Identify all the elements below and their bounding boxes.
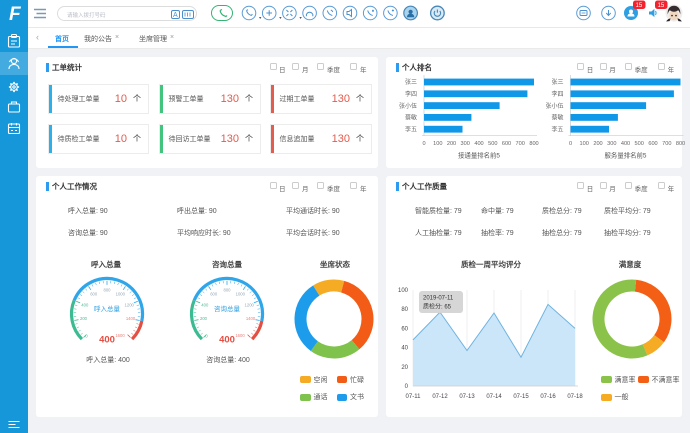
svg-text:500: 500 (488, 141, 497, 147)
svg-text:15: 15 (636, 3, 643, 9)
svg-text:1200: 1200 (125, 302, 135, 307)
svg-text:400: 400 (474, 141, 483, 147)
svg-text:李五: 李五 (405, 125, 417, 133)
svg-text:咨询总量: 咨询总量 (214, 304, 241, 313)
svg-text:张三: 张三 (405, 78, 417, 86)
svg-text:0: 0 (569, 141, 572, 147)
svg-text:F: F (9, 4, 22, 25)
svg-text:100: 100 (580, 141, 589, 147)
svg-text:蔡敏: 蔡敏 (405, 114, 417, 122)
svg-text:1400: 1400 (126, 316, 136, 321)
svg-text:呼入总量: 呼入总量 (94, 304, 121, 313)
svg-text:200: 200 (200, 316, 208, 321)
svg-text:蔡敏: 蔡敏 (551, 114, 563, 122)
svg-text:1000: 1000 (116, 292, 126, 297)
svg-text:0: 0 (85, 334, 88, 339)
svg-text:李五: 李五 (551, 125, 563, 133)
svg-text:400: 400 (219, 335, 235, 346)
svg-text:2019-07-11: 2019-07-11 (423, 296, 454, 302)
svg-text:200: 200 (447, 141, 456, 147)
svg-text:07-14: 07-14 (486, 394, 502, 400)
svg-text:600: 600 (502, 141, 511, 147)
svg-text:700: 700 (662, 141, 671, 147)
svg-text:800: 800 (104, 288, 112, 293)
svg-text:1200: 1200 (245, 302, 255, 307)
svg-text:80: 80 (401, 307, 408, 313)
svg-text:1600: 1600 (115, 333, 125, 338)
svg-text:800: 800 (224, 288, 232, 293)
svg-text:40: 40 (401, 346, 408, 352)
svg-text:600: 600 (90, 292, 98, 297)
svg-text:1600: 1600 (235, 333, 245, 338)
svg-text:500: 500 (635, 141, 644, 147)
svg-text:A: A (173, 12, 178, 19)
svg-text:20: 20 (401, 365, 408, 371)
svg-text:200: 200 (593, 141, 602, 147)
svg-text:100: 100 (433, 141, 442, 147)
svg-text:质检分: 65: 质检分: 65 (423, 303, 452, 311)
svg-text:700: 700 (516, 141, 525, 147)
svg-text:600: 600 (210, 292, 218, 297)
svg-text:800: 800 (676, 141, 685, 147)
svg-text:张小伍: 张小伍 (399, 102, 417, 110)
svg-text:600: 600 (648, 141, 657, 147)
svg-text:60: 60 (401, 326, 408, 332)
svg-text:07-11: 07-11 (406, 394, 422, 400)
svg-text:张小伍: 张小伍 (545, 102, 563, 110)
svg-text:300: 300 (607, 141, 616, 147)
svg-text:100: 100 (398, 288, 409, 294)
svg-text:1000: 1000 (236, 292, 246, 297)
svg-text:07-12: 07-12 (432, 394, 448, 400)
svg-text:服务量排名前5: 服务量排名前5 (605, 151, 647, 160)
svg-text:800: 800 (529, 141, 538, 147)
svg-text:400: 400 (99, 335, 115, 346)
svg-text:400: 400 (201, 302, 209, 307)
svg-text:李四: 李四 (551, 90, 563, 98)
svg-text:07-15: 07-15 (513, 394, 529, 400)
svg-text:07-18: 07-18 (567, 394, 583, 400)
svg-text:200: 200 (80, 316, 88, 321)
svg-text:张三: 张三 (551, 78, 563, 86)
svg-text:接通量排名前5: 接通量排名前5 (458, 151, 500, 160)
svg-text:07-13: 07-13 (459, 394, 475, 400)
svg-text:0: 0 (422, 141, 425, 147)
svg-text:400: 400 (621, 141, 630, 147)
svg-text:15: 15 (658, 3, 665, 9)
svg-text:李四: 李四 (405, 90, 417, 98)
svg-text:0: 0 (405, 384, 409, 390)
svg-text:400: 400 (81, 302, 89, 307)
svg-text:07-16: 07-16 (540, 394, 556, 400)
svg-text:0: 0 (205, 334, 208, 339)
svg-text:1400: 1400 (246, 316, 256, 321)
svg-text:300: 300 (461, 141, 470, 147)
